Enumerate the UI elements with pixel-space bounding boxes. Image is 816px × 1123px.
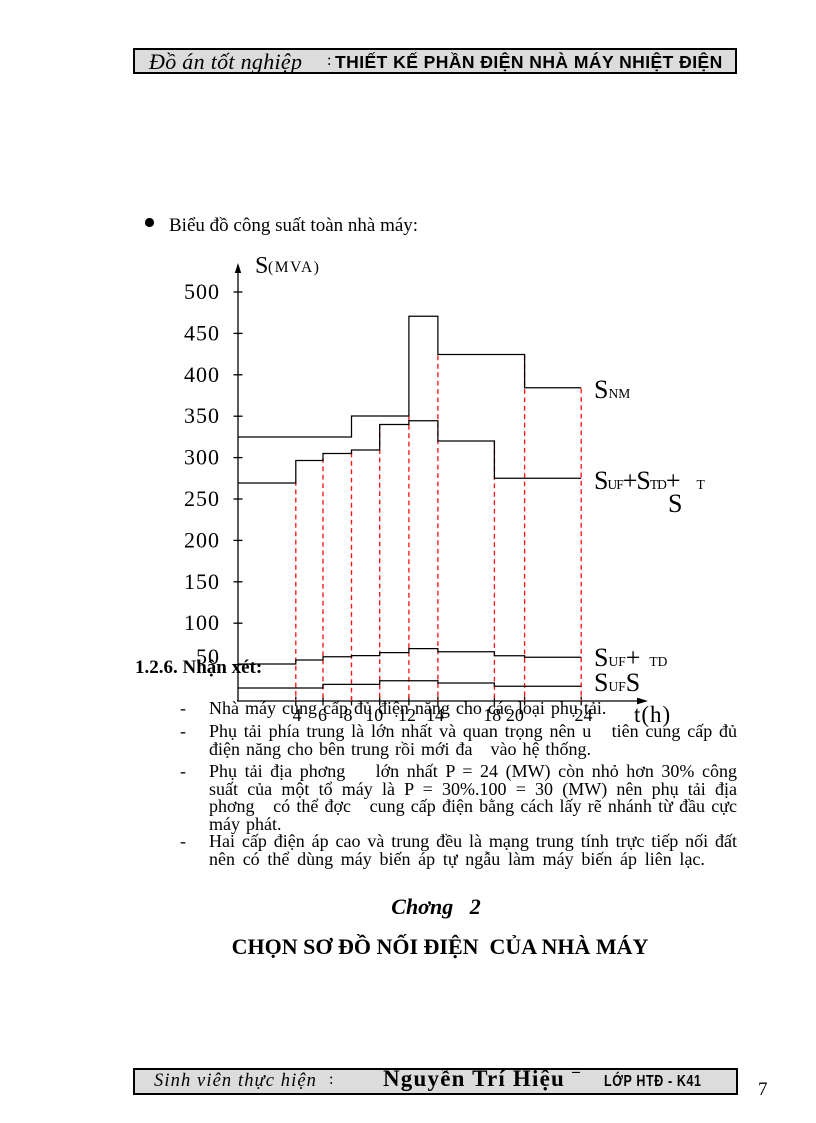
svg-text:250: 250 [184,486,220,511]
svg-text:14: 14 [426,705,444,725]
svg-text:50: 50 [196,644,220,669]
svg-text:450: 450 [184,320,220,345]
svg-text:350: 350 [184,403,220,428]
svg-text:SUFS: SUFS [594,668,640,697]
svg-text:10: 10 [365,705,383,725]
svg-text:18: 18 [483,705,501,725]
svg-text:S: S [668,489,682,518]
svg-text:S: S [255,253,268,279]
svg-text:12: 12 [398,705,416,725]
svg-text:500: 500 [184,279,220,304]
svg-text:300: 300 [184,445,220,470]
svg-text:6: 6 [318,705,327,725]
svg-text:(MVA): (MVA) [268,259,321,276]
svg-text:8: 8 [344,705,353,725]
svg-text:200: 200 [184,527,220,552]
svg-text:20: 20 [506,705,524,725]
svg-text:24: 24 [575,705,593,725]
svg-text:SNM: SNM [594,375,630,404]
svg-text:t(h): t(h) [634,702,671,727]
svg-text:100: 100 [184,610,220,635]
svg-text:4: 4 [293,705,302,725]
svg-text:SUF+STD+T: SUF+STD+ T [594,466,706,495]
svg-text:400: 400 [184,362,220,387]
svg-text:150: 150 [184,569,220,594]
